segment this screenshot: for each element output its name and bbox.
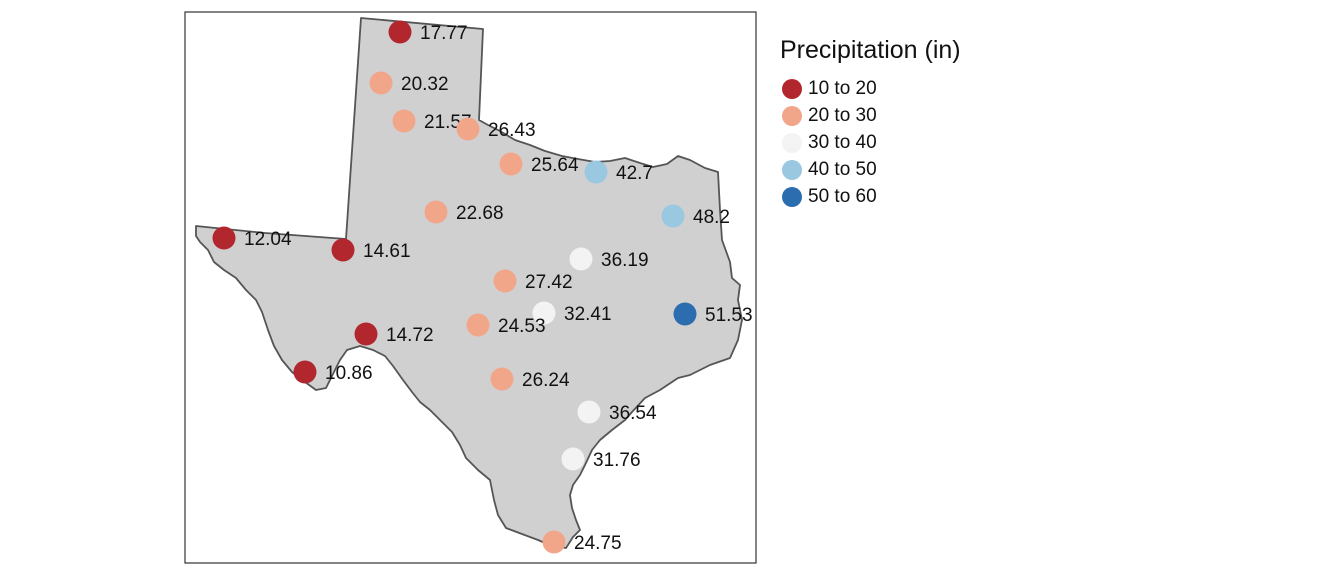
station-point [661, 204, 685, 228]
station-point [293, 360, 317, 384]
legend-swatch [782, 132, 802, 153]
legend-label: 20 to 30 [808, 104, 877, 126]
station-point [542, 530, 566, 554]
station-value-label: 27.42 [525, 272, 573, 293]
station-marker: 17.77 [388, 20, 468, 44]
station-marker: 31.76 [561, 447, 641, 471]
station-marker: 22.68 [424, 200, 504, 224]
station-marker: 36.19 [569, 247, 649, 271]
station-marker: 10.86 [293, 360, 373, 384]
legend-label: 50 to 60 [808, 185, 877, 207]
station-value-label: 51.53 [705, 305, 753, 326]
station-point [331, 238, 355, 262]
station-value-label: 24.75 [574, 533, 622, 554]
station-point [561, 447, 585, 471]
station-marker: 24.53 [466, 313, 546, 337]
legend-swatch [782, 105, 802, 126]
station-point [388, 20, 412, 44]
station-marker: 14.61 [331, 238, 411, 262]
station-marker: 20.32 [369, 71, 449, 95]
station-value-label: 14.61 [363, 241, 411, 262]
station-marker: 42.7 [584, 160, 653, 184]
station-point [369, 71, 393, 95]
legend-label: 40 to 50 [808, 158, 877, 180]
station-marker: 51.53 [673, 302, 753, 326]
station-value-label: 32.41 [564, 304, 612, 325]
map-frame [184, 11, 757, 564]
station-value-label: 48.2 [693, 207, 730, 228]
station-value-label: 12.04 [244, 229, 292, 250]
station-value-label: 20.32 [401, 74, 449, 95]
station-marker: 26.43 [456, 117, 536, 141]
station-marker: 32.41 [532, 301, 612, 325]
station-value-label: 22.68 [456, 203, 504, 224]
station-value-label: 42.7 [616, 163, 653, 184]
station-value-label: 10.86 [325, 363, 373, 384]
station-point [569, 247, 593, 271]
station-point [532, 301, 556, 325]
station-value-label: 14.72 [386, 325, 434, 346]
legend-swatch [782, 78, 802, 99]
legend-swatch [782, 186, 802, 207]
station-marker: 25.64 [499, 152, 579, 176]
station-marker: 24.75 [542, 530, 622, 554]
station-marker: 12.04 [212, 226, 292, 250]
station-marker: 26.24 [490, 367, 570, 391]
legend-swatch [782, 159, 802, 180]
station-marker: 48.2 [661, 204, 730, 228]
texas-state-shape [195, 17, 743, 549]
station-value-label: 24.53 [498, 316, 546, 337]
legend-title: Precipitation (in) [780, 36, 961, 64]
station-point [490, 367, 514, 391]
legend-item: 30 to 40 [780, 129, 961, 156]
station-value-label: 17.77 [420, 23, 468, 44]
station-value-label: 36.19 [601, 250, 649, 271]
station-marker: 14.72 [354, 322, 434, 346]
station-point [456, 117, 480, 141]
legend-item: 10 to 20 [780, 75, 961, 102]
station-point [354, 322, 378, 346]
station-point [577, 400, 601, 424]
station-point [212, 226, 236, 250]
legend-item: 40 to 50 [780, 156, 961, 183]
legend-item: 50 to 60 [780, 183, 961, 210]
station-point [673, 302, 697, 326]
station-marker: 27.42 [493, 269, 573, 293]
legend-item: 20 to 30 [780, 102, 961, 129]
station-value-label: 31.76 [593, 450, 641, 471]
station-value-label: 26.43 [488, 120, 536, 141]
station-point [392, 109, 416, 133]
station-value-label: 25.64 [531, 155, 579, 176]
station-point [499, 152, 523, 176]
station-value-label: 36.54 [609, 403, 657, 424]
station-point [493, 269, 517, 293]
station-point [584, 160, 608, 184]
legend-label: 10 to 20 [808, 77, 877, 99]
legend: Precipitation (in) 10 to 20 20 to 30 30 … [780, 36, 961, 210]
station-point [466, 313, 490, 337]
legend-label: 30 to 40 [808, 131, 877, 153]
station-point [424, 200, 448, 224]
station-value-label: 26.24 [522, 370, 570, 391]
station-marker: 36.54 [577, 400, 657, 424]
